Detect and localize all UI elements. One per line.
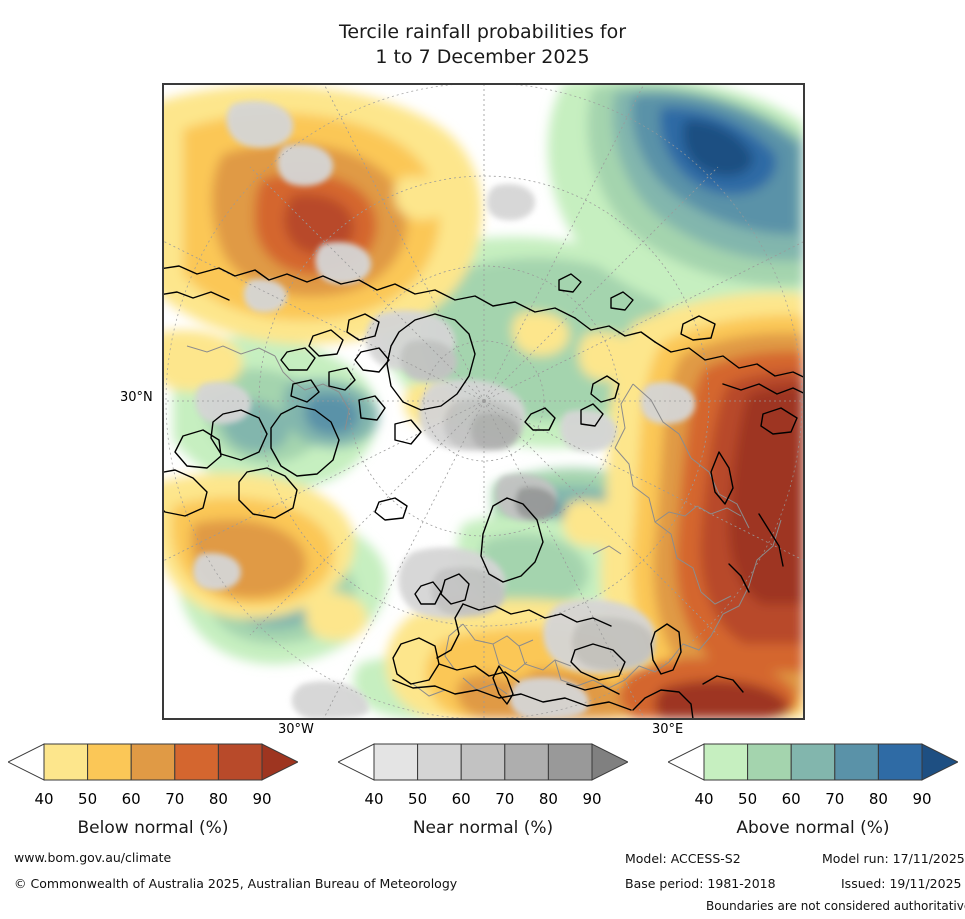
colorbar-under-arrow <box>668 743 705 781</box>
colorbar-above-normal[interactable]: 40 50 60 70 80 90 Above normal (%) <box>668 740 958 840</box>
colorbar-swatch <box>217 743 263 781</box>
lat-label-30n: 30°N <box>120 390 153 405</box>
coastlines <box>163 265 804 719</box>
colorbar-tick-label: 80 <box>868 790 888 808</box>
country-borders <box>186 345 782 697</box>
colorbar-tick-label: 60 <box>121 790 141 808</box>
footer-model: Model: ACCESS-S2 <box>625 851 741 866</box>
colorbar-over-arrow <box>261 743 298 781</box>
footer-issued: Issued: 19/11/2025 <box>841 876 962 891</box>
colorbar-tick-label: 40 <box>364 790 384 808</box>
colorbar-near-normal[interactable]: 40 50 60 70 80 90 Near normal (%) <box>338 740 628 840</box>
colorbar-tick-label: 90 <box>252 790 272 808</box>
colorbar-swatch <box>703 743 749 781</box>
colorbar-swatch <box>130 743 176 781</box>
colorbar-tick-label: 40 <box>694 790 714 808</box>
colorbar-swatch <box>373 743 419 781</box>
colorbar-swatch <box>43 743 89 781</box>
colorbar-tick-label: 90 <box>912 790 932 808</box>
colorbar-below-label: Below normal (%) <box>77 818 229 838</box>
colorbar-tick-label: 60 <box>781 790 801 808</box>
colorbar-swatch <box>87 743 132 781</box>
map-panel[interactable] <box>162 83 805 720</box>
colorbar-over-arrow <box>921 743 958 781</box>
lon-label-30e: 30°E <box>652 722 684 737</box>
colorbar-near-label: Near normal (%) <box>412 818 554 838</box>
footer-base-period: Base period: 1981-2018 <box>625 876 776 891</box>
colorbar-tick-label: 80 <box>208 790 228 808</box>
colorbar-tick-label: 70 <box>165 790 185 808</box>
colorbar-near-swatches <box>338 743 628 781</box>
colorbar-swatch <box>504 743 549 781</box>
colorbar-swatch <box>834 743 879 781</box>
near-normal-field <box>193 100 696 719</box>
colorbar-below-swatches <box>8 743 298 781</box>
colorbar-tick-label: 70 <box>825 790 845 808</box>
footer-copyright: © Commonwealth of Australia 2025, Austra… <box>14 876 458 891</box>
colorbar-swatch <box>547 743 593 781</box>
colorbar-under-arrow <box>8 743 45 781</box>
title-line-2: 1 to 7 December 2025 <box>375 46 590 68</box>
footer-website[interactable]: www.bom.gov.au/climate <box>14 850 172 865</box>
colorbar-below-normal[interactable]: 40 50 60 70 80 90 Below normal (%) <box>8 740 298 840</box>
colorbar-below-ticks: 40 50 60 70 80 90 <box>8 790 298 812</box>
colorbar-swatch <box>747 743 792 781</box>
colorbar-swatch <box>174 743 219 781</box>
colorbar-above-label: Above normal (%) <box>736 818 890 838</box>
colorbar-swatch <box>790 743 836 781</box>
colorbar-tick-label: 70 <box>495 790 515 808</box>
colorbar-above-ticks: 40 50 60 70 80 90 <box>668 790 958 812</box>
footer-boundaries-note: Boundaries are not considered authoritat… <box>706 899 965 913</box>
colorbar-tick-label: 50 <box>738 790 758 808</box>
lon-label-30w: 30°W <box>278 722 314 737</box>
colorbar-tick-label: 50 <box>408 790 428 808</box>
footer-model-run: Model run: 17/11/2025 <box>822 851 965 866</box>
page-title: Tercile rainfall probabilities for 1 to … <box>0 20 965 70</box>
colorbar-above-swatches <box>668 743 958 781</box>
graticule <box>163 84 804 719</box>
colorbar-near-ticks: 40 50 60 70 80 90 <box>338 790 628 812</box>
colorbar-under-arrow <box>338 743 375 781</box>
colorbar-tick-label: 60 <box>451 790 471 808</box>
polar-map <box>163 84 804 719</box>
colorbar-swatch <box>877 743 923 781</box>
colorbar-swatch <box>460 743 506 781</box>
colorbar-over-arrow <box>591 743 628 781</box>
colorbar-swatch <box>417 743 462 781</box>
title-line-1: Tercile rainfall probabilities for <box>338 21 627 43</box>
colorbar-tick-label: 40 <box>34 790 54 808</box>
colorbar-tick-label: 50 <box>78 790 98 808</box>
colorbar-tick-label: 80 <box>538 790 558 808</box>
colorbar-tick-label: 90 <box>582 790 602 808</box>
